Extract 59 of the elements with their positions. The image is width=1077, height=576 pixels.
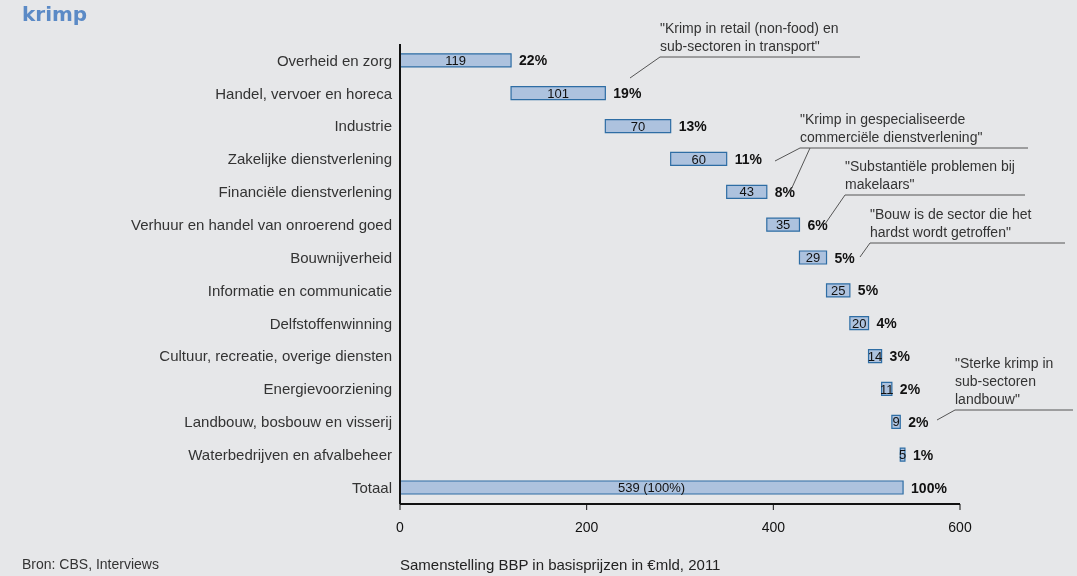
y-tick-label: Cultuur, recreatie, overige diensten <box>159 347 392 365</box>
y-tick-label: Zakelijke dienstverlening <box>227 150 392 168</box>
y-tick-label: Verhuur en handel van onroerend goed <box>130 216 392 234</box>
x-tick-label: 400 <box>761 518 786 535</box>
x-axis-title: Samenstelling BBP in basisprijzen in €mld, 2011 <box>400 556 721 573</box>
annotation: 2% <box>908 413 930 430</box>
data-label: 35 <box>775 217 791 233</box>
callout-leader: "Bouw is de sector die het hardst wordt getroffen" <box>859 206 1066 258</box>
y-tick-label: Waterbedrijven en afvalbeheer <box>188 446 392 464</box>
bar <box>510 86 606 101</box>
text: krimp <box>22 2 88 26</box>
y-tick-label: Handel, vervoer en horeca <box>215 84 393 102</box>
y-tick-label: Delfstoffenwinning <box>269 314 392 332</box>
data-label: 119 <box>445 52 466 68</box>
y-tick-label: Overheid en zorg <box>276 51 392 69</box>
annotation: "Krimp in gespecialiseerde commerciële dienstverlening" <box>800 110 984 146</box>
annotation: 1% <box>912 446 934 463</box>
text: Bron: CBS, Interviews <box>22 556 159 572</box>
data-label: 60 <box>691 151 706 167</box>
y-tick-label: Bouwnijverheid <box>290 248 392 266</box>
bar <box>604 118 672 134</box>
bar <box>400 53 512 68</box>
annotation: 6% <box>807 216 829 233</box>
data-label: 70 <box>630 118 646 134</box>
annotation: 100% <box>911 479 948 496</box>
y-tick-label: Landbouw, bosbouw en visserij <box>184 413 392 431</box>
annotation: 5% <box>857 282 879 299</box>
annotation: 4% <box>876 315 898 332</box>
x-tick-label: 200 <box>574 518 599 535</box>
x-tick-label: 0 <box>396 518 405 535</box>
data-label: 43 <box>739 184 754 200</box>
annotation: 13% <box>678 118 708 135</box>
annotation: "Bouw is de sector die het hardst wordt getroffen" <box>870 205 1033 241</box>
y-tick-label: Totaal <box>351 478 392 496</box>
annotation: 22% <box>519 52 548 69</box>
callout-leader: "Sterke krimp in sub-sectoren landbouw" <box>936 355 1074 421</box>
data-label: 101 <box>547 85 570 101</box>
annotation: 2% <box>899 381 921 397</box>
bar <box>400 480 904 495</box>
annotation: "Substantiële problemen bij makelaars" <box>845 157 1016 193</box>
data-label: 539 (100%) <box>617 480 686 496</box>
annotation: "Krimp in retail (non-food) en sub-sectoren in transport" <box>660 19 840 55</box>
data-label: 25 <box>830 282 846 298</box>
y-tick-label: Financiële dienstverlening <box>218 183 392 201</box>
annotation: 11% <box>734 151 763 167</box>
data-label: 20 <box>851 315 867 331</box>
data-label: 29 <box>805 250 821 266</box>
data-label: 5 <box>898 447 907 463</box>
annotation: 8% <box>774 183 796 200</box>
y-tick-label: Energievoorziening <box>263 380 392 398</box>
y-tick-label: Industrie <box>334 117 392 135</box>
data-label: 9 <box>892 414 900 430</box>
annotation: 19% <box>613 85 642 102</box>
annotation: "Sterke krimp in sub-sectoren landbouw" <box>955 354 1055 408</box>
annotation: 3% <box>889 348 911 365</box>
x-tick-label: 600 <box>948 518 972 535</box>
callout-leader: "Krimp in retail (non-food) en sub-sectoren in transport" <box>629 20 861 79</box>
y-tick-label: Informatie en communicatie <box>207 281 392 299</box>
annotation: 5% <box>834 249 856 266</box>
